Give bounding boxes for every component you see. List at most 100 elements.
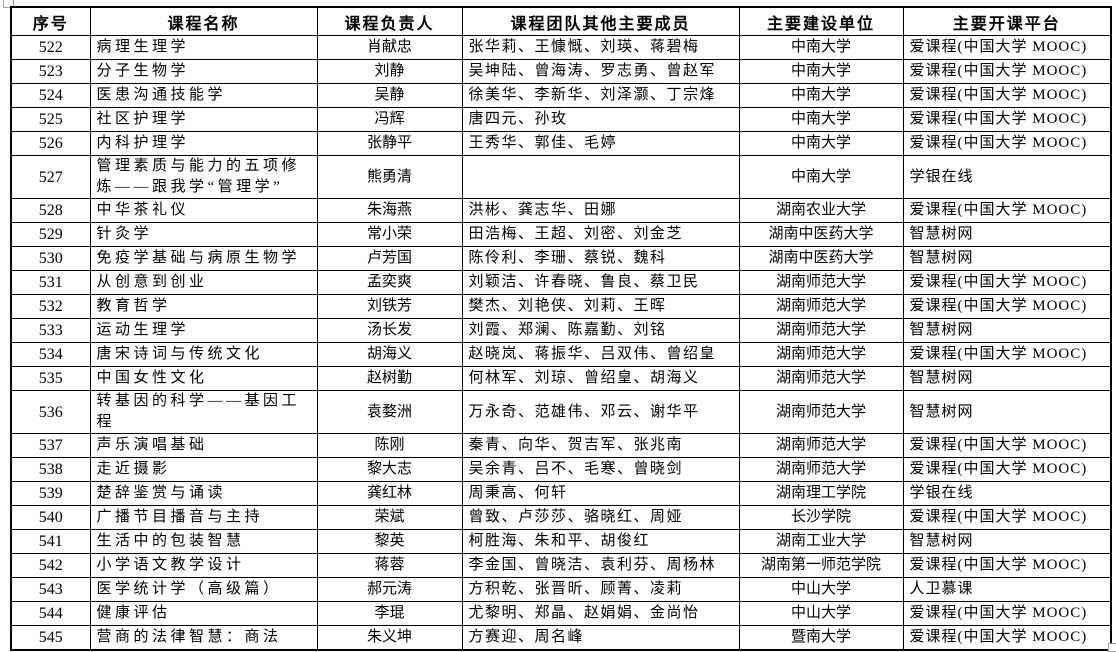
cell-course-name: 管理素质与能力的五项修炼——跟我学“管理学”	[89, 155, 318, 199]
cell-course-leader: 熊勇清	[316, 155, 463, 199]
cell-main-platform: 爱课程(中国大学 MOOC)	[902, 131, 1112, 156]
cell-serial-number: 537	[10, 433, 91, 458]
cell-course-leader: 荣斌	[316, 505, 463, 530]
cell-course-leader: 陈刚	[316, 433, 463, 458]
cell-course-leader: 蒋蓉	[316, 553, 463, 578]
cell-main-platform: 爱课程(中国大学 MOOC)	[902, 107, 1112, 132]
cell-serial-number: 540	[10, 505, 91, 530]
cell-serial-number: 541	[10, 529, 91, 554]
cell-main-institution: 中南大学	[738, 35, 904, 60]
table-row: 537 声乐演唱基础 陈刚 秦青、向华、贺吉军、张兆南 湖南师范大学 爱课程(中…	[10, 433, 1112, 458]
cell-team-members: 万永奇、范雄伟、邓云、谢华平	[461, 390, 740, 434]
cell-team-members: 方赛迎、周名峰	[461, 625, 740, 651]
cell-serial-number: 523	[10, 59, 91, 84]
cell-course-name: 病理生理学	[89, 35, 318, 60]
cell-course-leader: 常小荣	[316, 222, 463, 247]
cell-main-institution: 湖南中医药大学	[738, 246, 904, 271]
table-row: 534 唐宋诗词与传统文化 胡海义 赵晓岚、蒋振华、吕双伟、曾绍皇 湖南师范大学…	[10, 342, 1112, 367]
table-row: 533 运动生理学 汤长发 刘霞、郑澜、陈嘉勤、刘铭 湖南师范大学 智慧树网	[10, 318, 1112, 343]
cell-main-platform: 爱课程(中国大学 MOOC)	[902, 198, 1112, 223]
cell-course-leader: 汤长发	[316, 318, 463, 343]
cell-main-institution: 长沙学院	[738, 505, 904, 530]
cell-main-platform: 爱课程(中国大学 MOOC)	[902, 342, 1112, 367]
cell-serial-number: 545	[10, 625, 91, 651]
table-row: 526 内科护理学 张静平 王秀华、郭佳、毛婷 中南大学 爱课程(中国大学 MO…	[10, 131, 1112, 156]
course-table-header: 序号 课程名称 课程负责人 课程团队其他主要成员 主要建设单位 主要开课平台	[10, 6, 1112, 36]
cell-course-name: 唐宋诗词与传统文化	[89, 342, 318, 367]
cell-main-institution: 中山大学	[738, 577, 904, 602]
cell-main-institution: 暨南大学	[738, 625, 904, 651]
cell-main-institution: 湖南工业大学	[738, 529, 904, 554]
cell-team-members: 周秉高、何轩	[461, 481, 740, 506]
header-team-members: 课程团队其他主要成员	[461, 6, 740, 36]
cell-main-platform: 爱课程(中国大学 MOOC)	[902, 270, 1112, 295]
cell-serial-number: 525	[10, 107, 91, 132]
cell-serial-number: 528	[10, 198, 91, 223]
cell-team-members: 洪彬、龚志华、田娜	[461, 198, 740, 223]
cell-course-leader: 胡海义	[316, 342, 463, 367]
cell-course-leader: 吴静	[316, 83, 463, 108]
table-row: 536 转基因的科学——基因工程 袁婺洲 万永奇、范雄伟、邓云、谢华平 湖南师范…	[10, 390, 1112, 434]
cell-main-institution: 中南大学	[738, 155, 904, 199]
cell-team-members: 李金国、曾晓洁、袁利芬、周杨林	[461, 553, 740, 578]
cell-serial-number: 536	[10, 390, 91, 434]
table-row: 524 医患沟通技能学 吴静 徐美华、李新华、刘泽灏、丁宗烽 中南大学 爱课程(…	[10, 83, 1112, 108]
cell-course-name: 免疫学基础与病原生物学	[89, 246, 318, 271]
cell-course-leader: 黎大志	[316, 457, 463, 482]
table-row: 522 病理生理学 肖献忠 张华莉、王慷慨、刘瑛、蒋碧梅 中南大学 爱课程(中国…	[10, 35, 1112, 60]
cell-main-platform: 智慧树网	[902, 366, 1112, 391]
cell-serial-number: 522	[10, 35, 91, 60]
cell-course-name: 健康评估	[89, 601, 318, 626]
cell-course-name: 从创意到创业	[89, 270, 318, 295]
cell-team-members: 田浩梅、王超、刘密、刘金芝	[461, 222, 740, 247]
cell-course-leader: 张静平	[316, 131, 463, 156]
cell-serial-number: 538	[10, 457, 91, 482]
cell-course-leader: 朱义坤	[316, 625, 463, 651]
cell-course-name: 楚辞鉴赏与诵读	[89, 481, 318, 506]
cell-team-members: 吴坤陆、曾海涛、罗志勇、曾赵军	[461, 59, 740, 84]
cell-course-leader: 卢芳国	[316, 246, 463, 271]
cell-main-platform: 爱课程(中国大学 MOOC)	[902, 59, 1112, 84]
cell-main-institution: 中南大学	[738, 107, 904, 132]
header-course-leader: 课程负责人	[316, 6, 463, 36]
cell-course-leader: 李琨	[316, 601, 463, 626]
cell-main-institution: 湖南师范大学	[738, 390, 904, 434]
header-main-institution: 主要建设单位	[738, 6, 904, 36]
cell-course-leader: 刘静	[316, 59, 463, 84]
cell-course-name: 运动生理学	[89, 318, 318, 343]
cell-course-leader: 刘铁芳	[316, 294, 463, 319]
cell-team-members: 何林军、刘琼、曾绍皇、胡海义	[461, 366, 740, 391]
cell-main-platform: 爱课程(中国大学 MOOC)	[902, 294, 1112, 319]
table-row: 530 免疫学基础与病原生物学 卢芳国 陈伶利、李珊、蔡锐、魏科 湖南中医药大学…	[10, 246, 1112, 271]
cell-main-platform: 智慧树网	[902, 222, 1112, 247]
table-row: 525 社区护理学 冯辉 唐四元、孙玫 中南大学 爱课程(中国大学 MOOC)	[10, 107, 1112, 132]
cell-main-institution: 湖南农业大学	[738, 198, 904, 223]
table-row: 535 中国女性文化 赵树勤 何林军、刘琼、曾绍皇、胡海义 湖南师范大学 智慧树…	[10, 366, 1112, 391]
cell-main-institution: 中南大学	[738, 131, 904, 156]
cell-main-institution: 湖南师范大学	[738, 457, 904, 482]
cell-serial-number: 544	[10, 601, 91, 626]
cell-main-platform: 智慧树网	[902, 318, 1112, 343]
table-row: 539 楚辞鉴赏与诵读 龚红林 周秉高、何轩 湖南理工学院 学银在线	[10, 481, 1112, 506]
table-move-handle-artifact[interactable]	[3, 0, 14, 8]
course-table: 序号 课程名称 课程负责人 课程团队其他主要成员 主要建设单位 主要开课平台 5…	[10, 6, 1112, 651]
cell-course-name: 社区护理学	[89, 107, 318, 132]
cell-team-members: 王秀华、郭佳、毛婷	[461, 131, 740, 156]
cell-main-platform: 学银在线	[902, 155, 1112, 199]
cell-course-name: 医患沟通技能学	[89, 83, 318, 108]
table-row: 541 生活中的包装智慧 黎英 柯胜海、朱和平、胡俊红 湖南工业大学 智慧树网	[10, 529, 1112, 554]
table-row: 540 广播节目播音与主持 荣斌 曾致、卢莎莎、骆晓红、周娅 长沙学院 爱课程(…	[10, 505, 1112, 530]
cell-main-platform: 智慧树网	[902, 246, 1112, 271]
cell-serial-number: 526	[10, 131, 91, 156]
cell-course-leader: 郝元涛	[316, 577, 463, 602]
cell-team-members: 秦青、向华、贺吉军、张兆南	[461, 433, 740, 458]
table-row: 529 针灸学 常小荣 田浩梅、王超、刘密、刘金芝 湖南中医药大学 智慧树网	[10, 222, 1112, 247]
cell-serial-number: 533	[10, 318, 91, 343]
cell-team-members: 樊杰、刘艳侠、刘莉、王晖	[461, 294, 740, 319]
header-serial-number: 序号	[10, 6, 91, 36]
cell-course-name: 营商的法律智慧：商法	[89, 625, 318, 651]
cell-main-institution: 中南大学	[738, 83, 904, 108]
cell-team-members: 陈伶利、李珊、蔡锐、魏科	[461, 246, 740, 271]
cell-serial-number: 532	[10, 294, 91, 319]
table-row: 531 从创意到创业 孟奕爽 刘颖洁、许春晓、鲁良、蔡卫民 湖南师范大学 爱课程…	[10, 270, 1112, 295]
